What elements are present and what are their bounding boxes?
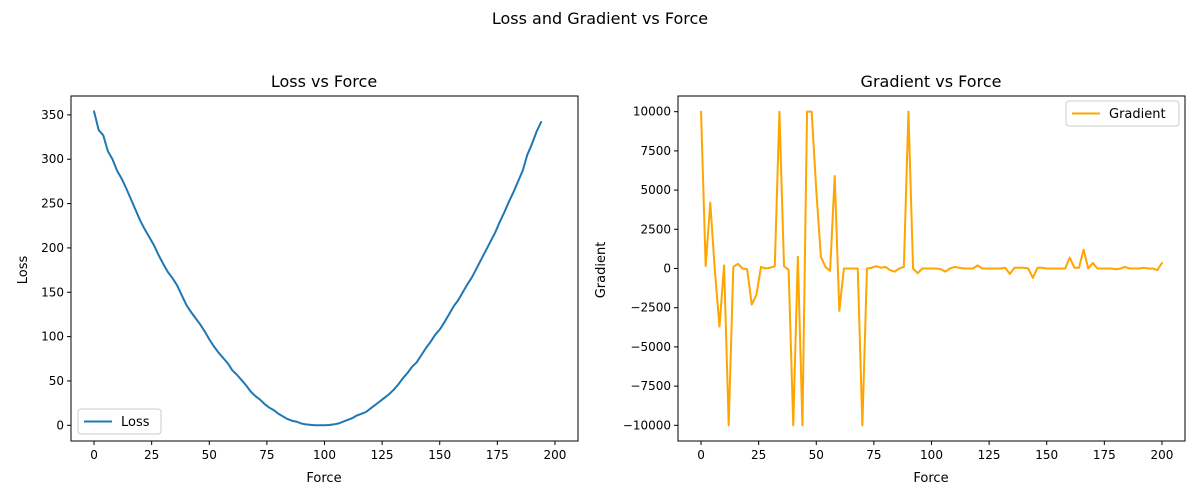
loss-chart-xlabel: Force: [306, 471, 341, 486]
gradient-y-tick-label: −7500: [630, 379, 671, 393]
loss-x-tick-label: 50: [202, 448, 217, 462]
loss-y-tick-label: 0: [56, 418, 64, 432]
gradient-chart-plot-area: 0 25 50 75 100 125 150 175 200 −10000 −7500 −5000 −2…: [623, 95, 1186, 462]
gradient-y-tick-label: −2500: [630, 301, 671, 315]
gradient-x-tick-label: 125: [978, 448, 1001, 462]
loss-y-tick-label: 100: [41, 330, 64, 344]
gradient-y-tick-label: 7500: [640, 144, 671, 158]
gradient-x-tick-label: 200: [1151, 448, 1174, 462]
loss-chart-plot-area: 0 25 50 75 100 125 150 175 200 0 50 100 150 200 250 300…: [41, 95, 579, 462]
loss-y-tick-label: 300: [41, 152, 64, 166]
gradient-x-tick-label: 150: [1035, 448, 1058, 462]
loss-x-tick-label: 25: [144, 448, 159, 462]
gradient-y-tick-label: 5000: [640, 183, 671, 197]
gradient-y-tick-label: −5000: [630, 340, 671, 354]
loss-x-tick-label: 100: [313, 448, 336, 462]
loss-chart: Loss vs Force Force Loss 0 25 50 75 100 125 15…: [16, 72, 579, 486]
loss-chart-title: Loss vs Force: [271, 72, 377, 91]
gradient-x-tick-label: 75: [866, 448, 881, 462]
gradient-y-tick-label: 2500: [640, 222, 671, 236]
loss-x-tick-label: 200: [544, 448, 567, 462]
loss-y-tick-label: 50: [49, 374, 64, 388]
figure-suptitle: Loss and Gradient vs Force: [492, 9, 708, 28]
gradient-chart-xlabel: Force: [913, 471, 948, 486]
gradient-series-line: [700, 110, 1163, 427]
gradient-y-tick-label: 0: [663, 262, 671, 276]
gradient-x-tick-label: 50: [809, 448, 824, 462]
loss-y-tick-label: 250: [41, 197, 64, 211]
loss-x-tick-label: 125: [371, 448, 394, 462]
loss-axes-frame: [70, 95, 579, 442]
loss-y-tick-label: 200: [41, 241, 64, 255]
gradient-chart: Gradient vs Force Force Gradient 0 25 50 75…: [594, 72, 1186, 486]
gradient-chart-legend: Gradient: [1065, 100, 1180, 127]
gradient-x-tick-label: 25: [751, 448, 766, 462]
gradient-x-tick-label: 100: [920, 448, 943, 462]
loss-y-tick-label: 150: [41, 285, 64, 299]
gradient-legend-label: Gradient: [1109, 107, 1166, 122]
gradient-x-tick-label: 175: [1093, 448, 1116, 462]
loss-x-tick-label: 75: [259, 448, 274, 462]
gradient-chart-title: Gradient vs Force: [861, 72, 1002, 91]
gradient-chart-ylabel: Gradient: [594, 242, 609, 299]
loss-legend-label: Loss: [121, 415, 150, 430]
loss-x-tick-label: 0: [90, 448, 98, 462]
loss-legend-frame: [77, 408, 162, 435]
gradient-y-tick-label: 10000: [633, 105, 671, 119]
loss-x-tick-label: 150: [428, 448, 451, 462]
loss-x-tick-label: 175: [486, 448, 509, 462]
loss-chart-ylabel: Loss: [16, 256, 31, 285]
gradient-y-tick-label: −10000: [623, 418, 671, 432]
gradient-legend-frame: [1065, 100, 1180, 127]
loss-chart-legend: Loss: [77, 408, 162, 435]
loss-y-tick-label: 350: [41, 108, 64, 122]
gradient-x-tick-label: 0: [697, 448, 705, 462]
loss-series-line: [93, 110, 543, 427]
